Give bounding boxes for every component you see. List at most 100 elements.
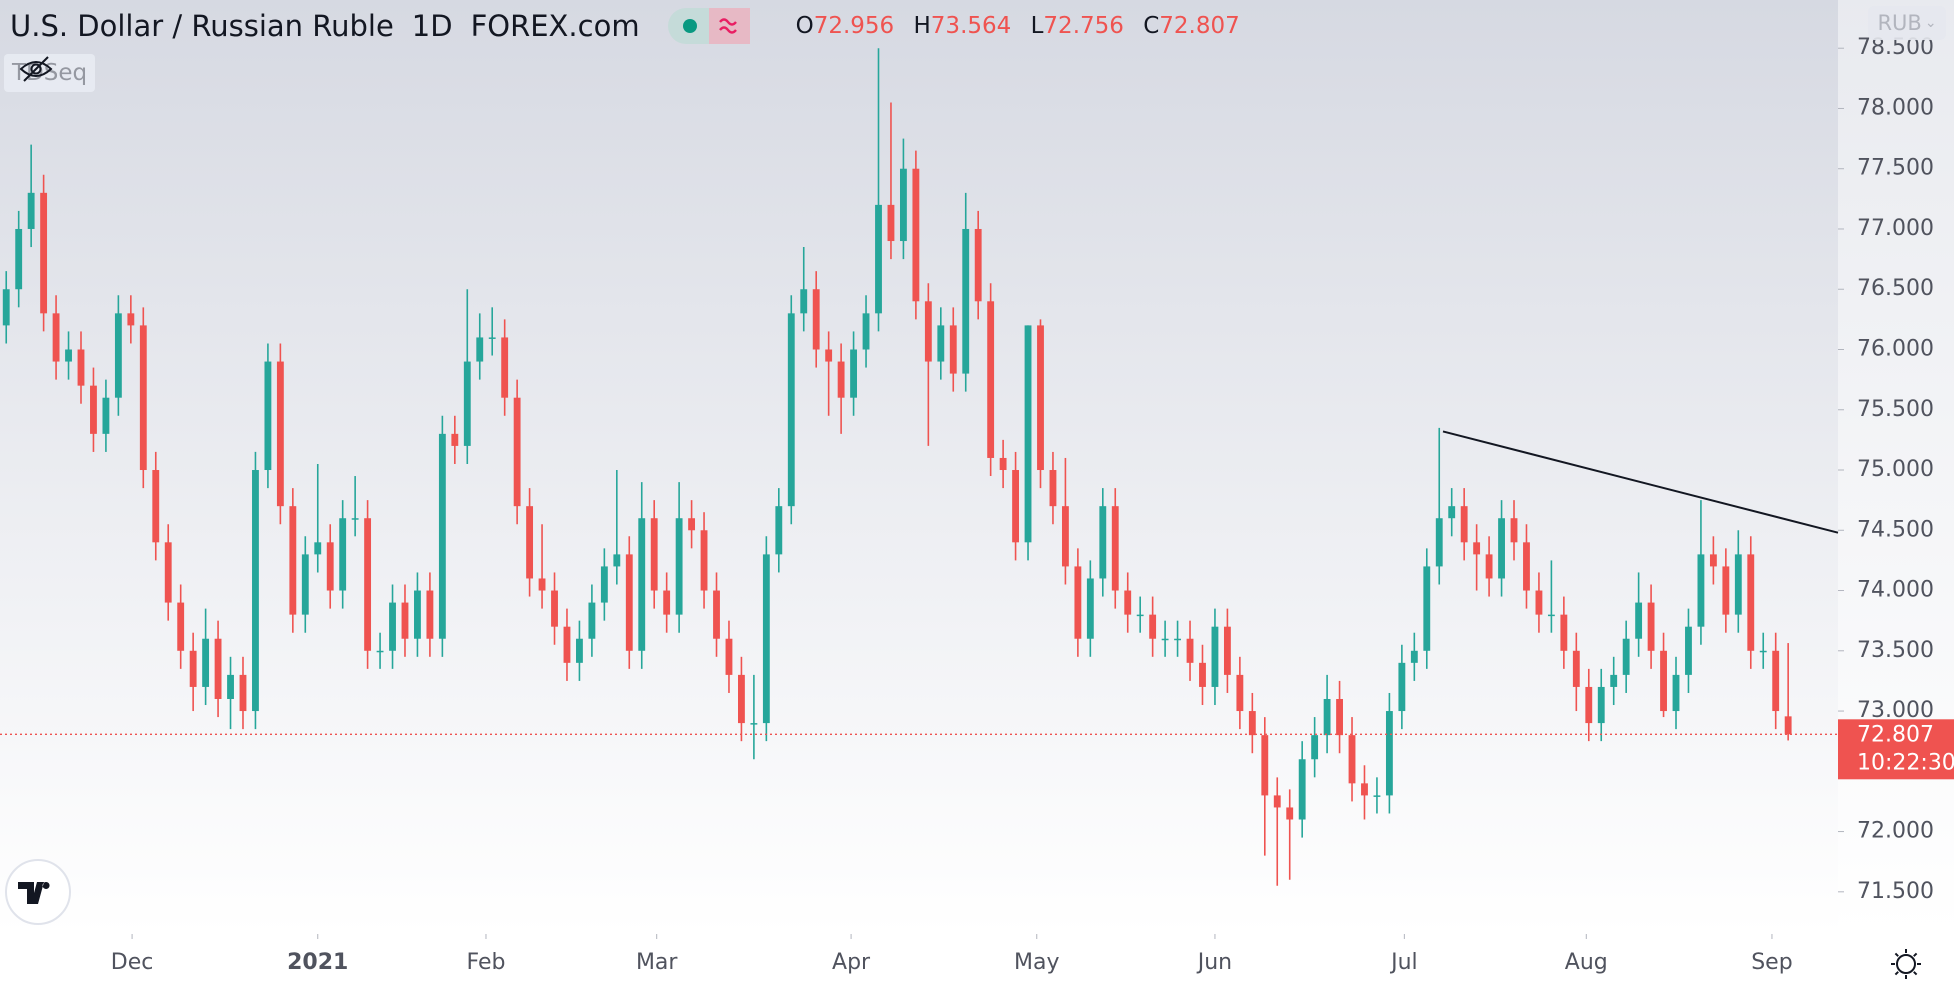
y-tick-label: 78.000 (1857, 95, 1934, 120)
candle-body (762, 554, 770, 724)
candle-body (15, 228, 23, 290)
candle-body (1709, 554, 1717, 567)
candle-body (862, 313, 870, 350)
candle-body (1149, 614, 1157, 639)
candle-body (974, 228, 982, 302)
candle-body (1261, 735, 1269, 796)
candle-body (1759, 650, 1767, 653)
candle-body (1448, 506, 1456, 519)
candle-body (1174, 638, 1181, 641)
candle-body (40, 192, 48, 314)
candle-body (102, 397, 110, 434)
candle-body (1348, 735, 1356, 784)
settings-icon[interactable] (1891, 949, 1921, 979)
candle-body (588, 602, 596, 639)
candle-body (1211, 626, 1219, 687)
candle-body (924, 301, 932, 362)
candle-body (1012, 470, 1019, 543)
candle-body (27, 192, 35, 229)
candle-body (725, 638, 733, 675)
candle-body (114, 313, 122, 398)
candle-body (239, 674, 247, 712)
candle-body (638, 518, 646, 651)
candle-body (1323, 698, 1331, 736)
candle-body (899, 168, 907, 242)
candle-body (276, 361, 284, 507)
ohlc-key: O (795, 13, 814, 39)
indicator-legend[interactable]: TDSeq (4, 54, 96, 92)
candle-body (1597, 686, 1605, 724)
candle-body (202, 638, 210, 687)
candle-body (1037, 325, 1044, 471)
candle-body (252, 470, 259, 712)
candle-body (875, 204, 882, 314)
candle-body (1111, 506, 1119, 591)
hide-icon[interactable] (18, 54, 54, 84)
candle-body (1199, 662, 1206, 687)
candle-body (1610, 674, 1618, 687)
candle-body (227, 674, 234, 699)
candle-body (912, 168, 920, 302)
candle-body (1061, 506, 1069, 567)
y-tick-label: 76.000 (1857, 336, 1934, 361)
currency-button[interactable]: RUB ⌄ (1868, 6, 1946, 40)
candle-body (501, 337, 509, 398)
candle-body (1784, 716, 1792, 735)
interval[interactable]: 1D (411, 9, 453, 43)
logo-mark (18, 882, 50, 904)
candle-body (339, 518, 347, 591)
candle-body (476, 337, 484, 362)
candle-body (1024, 325, 1032, 543)
candle-body (65, 349, 72, 362)
trend-line (1442, 430, 1839, 534)
candle-body (1086, 578, 1094, 639)
candle-body (1734, 554, 1742, 615)
candle-body (127, 313, 135, 326)
candle-body (401, 602, 409, 639)
candle-body (1685, 626, 1692, 675)
candle-body (1473, 542, 1481, 555)
currency: RUB (1877, 11, 1922, 35)
status-pill[interactable] (667, 8, 750, 44)
candle-body (1547, 614, 1555, 617)
candle-body (52, 313, 60, 362)
candle-body (937, 325, 945, 362)
candle-body (999, 457, 1007, 471)
candle-body (389, 602, 396, 651)
candle-body (177, 602, 185, 651)
candle-body (314, 542, 322, 555)
candle-body (526, 506, 534, 579)
candle-body (414, 590, 421, 639)
candle-body (812, 289, 820, 350)
candle-body (451, 433, 459, 446)
candle-body (551, 590, 558, 627)
candle-body (987, 301, 995, 458)
x-tick-label: Jun (1196, 950, 1232, 975)
y-tick-label: 74.000 (1857, 578, 1934, 603)
candle-body (289, 506, 297, 615)
candle-body (1136, 614, 1144, 617)
candle-body (1223, 626, 1231, 675)
candle-body (1672, 674, 1680, 712)
y-tick-label: 72.000 (1857, 819, 1934, 844)
candle-body (1498, 518, 1505, 579)
candle-body (1510, 518, 1518, 543)
candle-body (1336, 698, 1343, 736)
candle-body (1572, 650, 1580, 687)
candle-body (90, 385, 97, 434)
candle-body (1236, 674, 1244, 712)
candle-body (962, 228, 970, 374)
candle-body (364, 518, 372, 651)
candle-body (837, 361, 845, 398)
candle-body (775, 506, 783, 555)
candle-body (663, 590, 671, 615)
candle-body (1311, 735, 1319, 760)
candle-body (1049, 470, 1057, 507)
x-tick-label: Dec (111, 950, 154, 975)
ohlc-legend: O72.956 H73.564 L72.756 C72.807 (784, 13, 1240, 39)
candle-body (1485, 554, 1493, 579)
dropdown-arrow: ⌄ (1924, 15, 1937, 31)
candle-body (1435, 518, 1443, 567)
